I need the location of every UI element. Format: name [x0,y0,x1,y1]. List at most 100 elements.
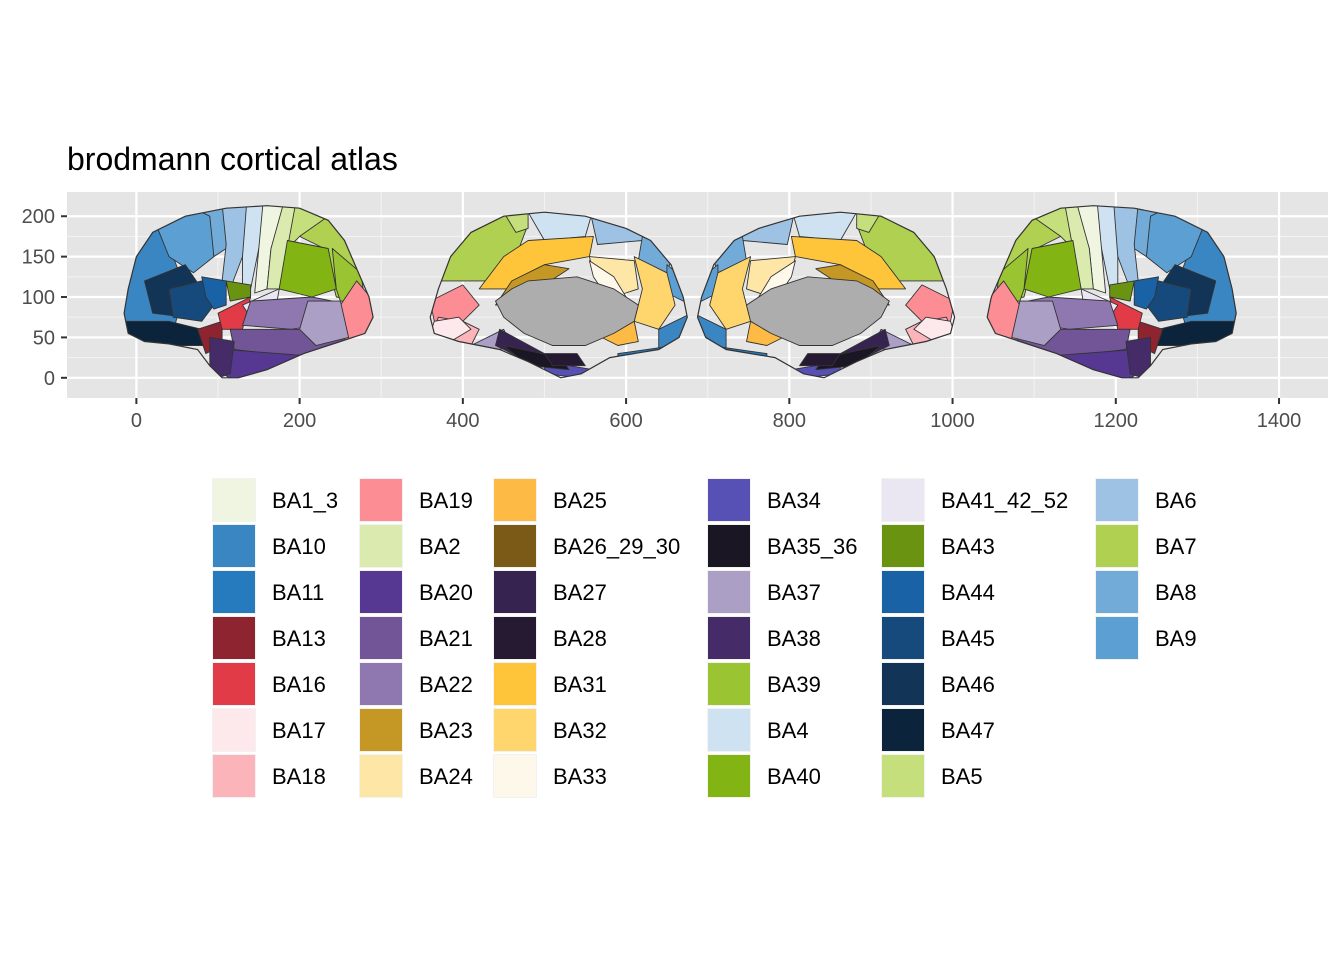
legend-swatch [360,479,402,521]
legend-swatch [494,663,536,705]
region-ba19 [905,284,955,322]
region-ba8 [184,205,227,258]
legend-label: BA17 [272,718,326,743]
legend-label: BA6 [1155,488,1197,513]
legend-label: BA18 [272,764,326,789]
region-ba28 [799,353,841,367]
legend-swatch [494,709,536,751]
legend-label: BA43 [941,534,995,559]
legend-label: BA34 [767,488,821,513]
legend-label: BA27 [553,580,607,605]
legend-label: BA20 [419,580,473,605]
medial-wall [745,276,890,346]
legend-label: BA33 [553,764,607,789]
region-ba44 [201,276,227,310]
x-tick-label: 0 [131,410,142,432]
region-ba43 [1109,280,1135,302]
y-tick-label: 100 [22,287,55,309]
region-ba4 [527,212,594,241]
legend-label: BA21 [419,626,473,651]
left-lateral-outline [123,205,374,379]
legend-label: BA44 [941,580,995,605]
legend-swatch [360,617,402,659]
region-ba4 [790,212,858,241]
right-medial-outline [696,211,956,379]
chart-title: brodmann cortical atlas [67,141,398,177]
region-ba5 [503,212,529,233]
legend-swatch [494,755,536,797]
legend-label: BA39 [767,672,821,697]
legend-label: BA7 [1155,534,1197,559]
legend-swatch [1096,617,1138,659]
legend-swatch [882,617,924,659]
legend-swatch [882,479,924,521]
legend-label: BA24 [419,764,473,789]
legend-swatch [882,571,924,613]
region-ba38 [1125,336,1151,378]
legend-swatch [494,525,536,567]
legend-swatch [213,617,255,659]
legend-swatch [360,663,402,705]
legend-swatch [708,755,750,797]
region-ba40 [278,240,337,298]
x-tick-label: 600 [609,410,642,432]
x-tick-label: 1000 [930,410,975,432]
axes: 0 200 400 600 800 1000 1200 1400 0 50 100 150 200 [22,206,1302,432]
region-ba37 [1011,300,1062,346]
region-ba44 [1133,276,1160,310]
legend-swatch [213,525,255,567]
legend-label: BA26_29_30 [553,534,680,559]
y-tick-label: 150 [22,247,55,269]
legend-label: BA11 [272,580,324,605]
legend-label: BA46 [941,672,995,697]
legend-swatch [708,617,750,659]
legend-swatch [882,755,924,797]
legend-swatch [213,663,255,705]
legend-label: BA2 [419,534,461,559]
legend-label: BA23 [419,718,473,743]
region-ba37 [299,300,350,346]
legend-swatch [708,709,750,751]
legend-swatch [882,663,924,705]
region-ba45 [1145,280,1192,322]
legend-label: BA5 [941,764,983,789]
legend-label: BA35_36 [767,534,858,559]
x-tick-label: 200 [283,410,316,432]
legend-swatch [360,709,402,751]
x-tick-label: 1400 [1257,410,1302,432]
legend-label: BA8 [1155,580,1197,605]
legend-label: BA16 [272,672,326,697]
legend-swatch [213,479,255,521]
region-ba43 [225,280,252,302]
legend-label: BA41_42_52 [941,488,1068,513]
legend-label: BA9 [1155,626,1197,651]
legend-swatch [360,755,402,797]
region-ba45 [168,280,215,322]
legend: BA1_3 BA10 BA11 BA13 BA16 BA17 BA18 BA19 BA2 BA20… [212,478,1197,798]
y-tick-label: 200 [22,206,55,228]
region-ba19 [430,284,480,322]
legend-label: BA25 [553,488,607,513]
legend-swatch [494,479,536,521]
legend-label: BA40 [767,764,821,789]
legend-swatch [213,709,255,751]
legend-swatch [360,525,402,567]
legend-swatch [708,525,750,567]
legend-swatch [494,617,536,659]
legend-swatch [494,571,536,613]
legend-label: BA32 [553,718,607,743]
legend-swatch [1096,525,1138,567]
legend-swatch [360,571,402,613]
legend-swatch [708,663,750,705]
legend-label: BA45 [941,626,995,651]
region-ba5 [856,212,882,233]
region-ba38 [209,336,235,378]
legend-label: BA37 [767,580,821,605]
legend-label: BA31 [553,672,607,697]
legend-label: BA4 [767,718,809,743]
legend-label: BA19 [419,488,473,513]
y-tick-label: 0 [44,368,55,390]
legend-label: BA13 [272,626,326,651]
legend-label: BA38 [767,626,821,651]
legend-swatch [213,755,255,797]
